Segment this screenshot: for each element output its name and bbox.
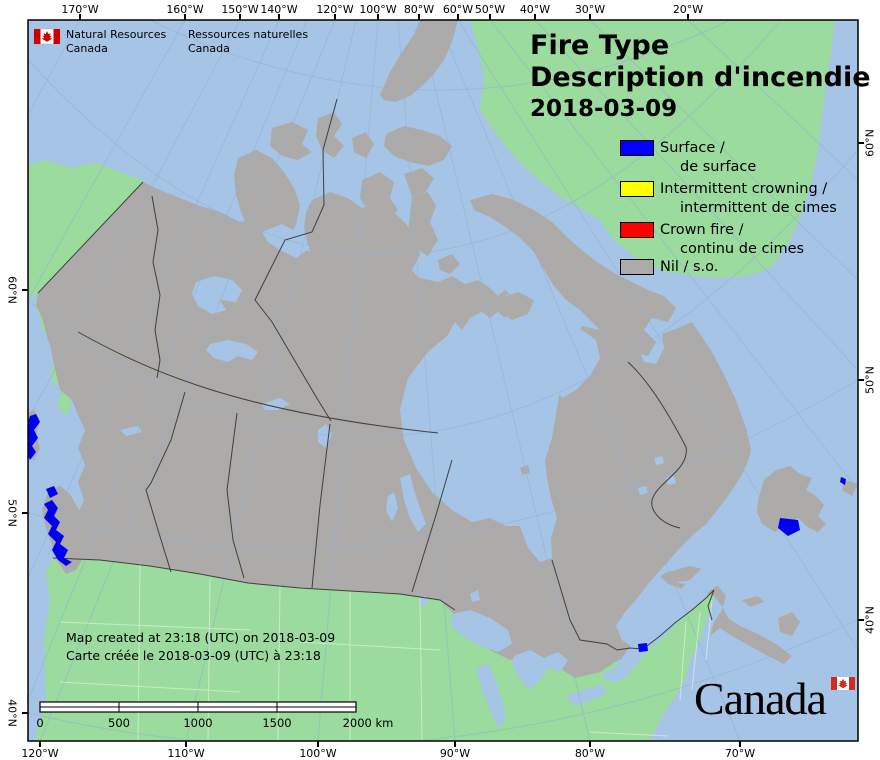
scale-label-1500: 1500	[262, 716, 292, 730]
legend-label: Nil / s.o.	[660, 259, 719, 275]
legend-swatch-surface	[620, 140, 654, 156]
scale-label-1000: 1000	[183, 716, 213, 730]
legend-label: intermittent de cimes	[680, 200, 837, 216]
nrcan-flag-icon	[33, 28, 61, 45]
axis-label-top-60w: 60°W	[442, 3, 474, 16]
legend-swatch-crown	[620, 222, 654, 238]
axis-label-top-120w: 120°W	[316, 3, 354, 16]
org-fr-line2: Canada	[188, 42, 230, 55]
map-created-note-en: Map created at 23:18 (UTC) on 2018-03-09	[66, 630, 336, 645]
borders-layer	[37, 98, 715, 651]
map-title-date: 2018-03-09	[530, 96, 678, 122]
axis-label-top-50w: 50°W	[474, 3, 506, 16]
org-en-line1: Natural Resources	[66, 28, 167, 41]
axis-label-left-50n: 50°N	[5, 499, 19, 527]
axis-label-top-100w: 100°W	[359, 3, 397, 16]
wordmark-flag-icon	[831, 677, 855, 690]
axis-label-top-150w: 150°W	[221, 3, 259, 16]
fire-surface-markers	[28, 414, 846, 652]
axis-label-top-170w: 170°W	[61, 3, 99, 16]
legend-swatch-nil	[620, 259, 654, 275]
org-en-line2: Canada	[66, 42, 108, 55]
arctic-islands-layer	[234, 20, 676, 475]
axis-label-top-30w: 30°W	[574, 3, 606, 16]
legend-label: continu de cimes	[680, 241, 805, 257]
nrcan-signature-en: Natural Resources Canada	[66, 28, 166, 56]
axis-label-top-40w: 40°W	[519, 3, 551, 16]
scale-label-2000km: 2000 km	[342, 716, 394, 730]
map-title-en: Fire Type	[530, 30, 670, 61]
graticule-layer	[28, 20, 858, 741]
legend-swatch-intermittent	[620, 181, 654, 197]
scale-label-0: 0	[36, 716, 44, 730]
axis-label-left-40n: 40°N	[5, 699, 19, 727]
axis-label-bottom-110w: 110°W	[167, 747, 205, 760]
axis-label-top-80w: 80°W	[403, 3, 435, 16]
axis-label-right-50n: 50°N	[863, 366, 877, 394]
axis-ticks	[22, 14, 864, 747]
legend-label: Surface /	[660, 140, 725, 156]
axis-label-bottom-120w: 120°W	[21, 747, 59, 760]
org-fr-line1: Ressources naturelles	[188, 28, 309, 41]
axis-label-top-140w: 140°W	[260, 3, 298, 16]
axis-label-right-40n: 40°N	[863, 606, 877, 634]
axis-label-top-20w: 20°W	[672, 3, 704, 16]
scale-bar	[39, 701, 357, 713]
axis-label-top-160w: 160°W	[166, 3, 204, 16]
axis-label-bottom-100w: 100°W	[299, 747, 337, 760]
nrcan-signature-fr: Ressources naturelles Canada	[188, 28, 308, 56]
map-title-fr: Description d'incendie	[530, 62, 871, 93]
legend-label: Intermittent crowning /	[660, 181, 828, 197]
lakes-layer	[41, 224, 756, 728]
legend-label: de surface	[680, 159, 757, 175]
canada-wordmark: Canada	[694, 673, 827, 724]
axis-label-bottom-80w: 80°W	[574, 747, 606, 760]
foreign-land-layer	[28, 20, 835, 741]
scale-label-500: 500	[108, 716, 130, 730]
map-created-note-fr: Carte créée le 2018-03-09 (UTC) à 23:18	[66, 648, 321, 663]
axis-label-bottom-70w: 70°W	[724, 747, 756, 760]
axis-label-bottom-90w: 90°W	[439, 747, 471, 760]
legend-label: Crown fire /	[660, 222, 744, 238]
axis-label-right-60n: 60°N	[863, 129, 877, 157]
axis-label-left-60n: 60°N	[5, 276, 19, 304]
